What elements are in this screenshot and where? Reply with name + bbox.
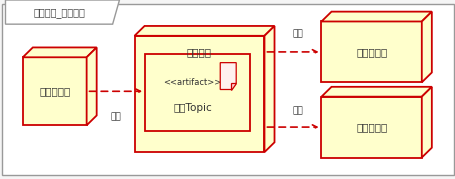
- Polygon shape: [321, 97, 421, 158]
- Text: 库存子系统: 库存子系统: [355, 122, 386, 132]
- Polygon shape: [23, 57, 86, 125]
- Polygon shape: [421, 12, 431, 82]
- Polygon shape: [264, 26, 274, 152]
- Polygon shape: [134, 26, 274, 36]
- Polygon shape: [231, 83, 236, 90]
- Text: <<artifact>>: <<artifact>>: [163, 78, 221, 88]
- Polygon shape: [421, 87, 431, 158]
- Text: 订阅: 订阅: [292, 30, 302, 38]
- FancyBboxPatch shape: [2, 4, 453, 175]
- Polygon shape: [23, 47, 96, 57]
- Polygon shape: [86, 47, 96, 125]
- Text: 写入: 写入: [110, 112, 121, 121]
- Polygon shape: [134, 36, 264, 152]
- Polygon shape: [145, 54, 249, 131]
- Polygon shape: [321, 87, 431, 97]
- Polygon shape: [220, 63, 236, 90]
- Polygon shape: [321, 21, 421, 82]
- Text: 购物子系统: 购物子系统: [39, 86, 70, 96]
- Text: 消息队列: 消息队列: [187, 47, 212, 57]
- Text: 电商案例_消息队列: 电商案例_消息队列: [33, 8, 85, 18]
- Polygon shape: [321, 12, 431, 21]
- Text: 订单Topic: 订单Topic: [173, 103, 212, 113]
- Polygon shape: [5, 0, 119, 24]
- Text: 配送子系统: 配送子系统: [355, 47, 386, 57]
- Text: 订阅: 订阅: [292, 107, 302, 115]
